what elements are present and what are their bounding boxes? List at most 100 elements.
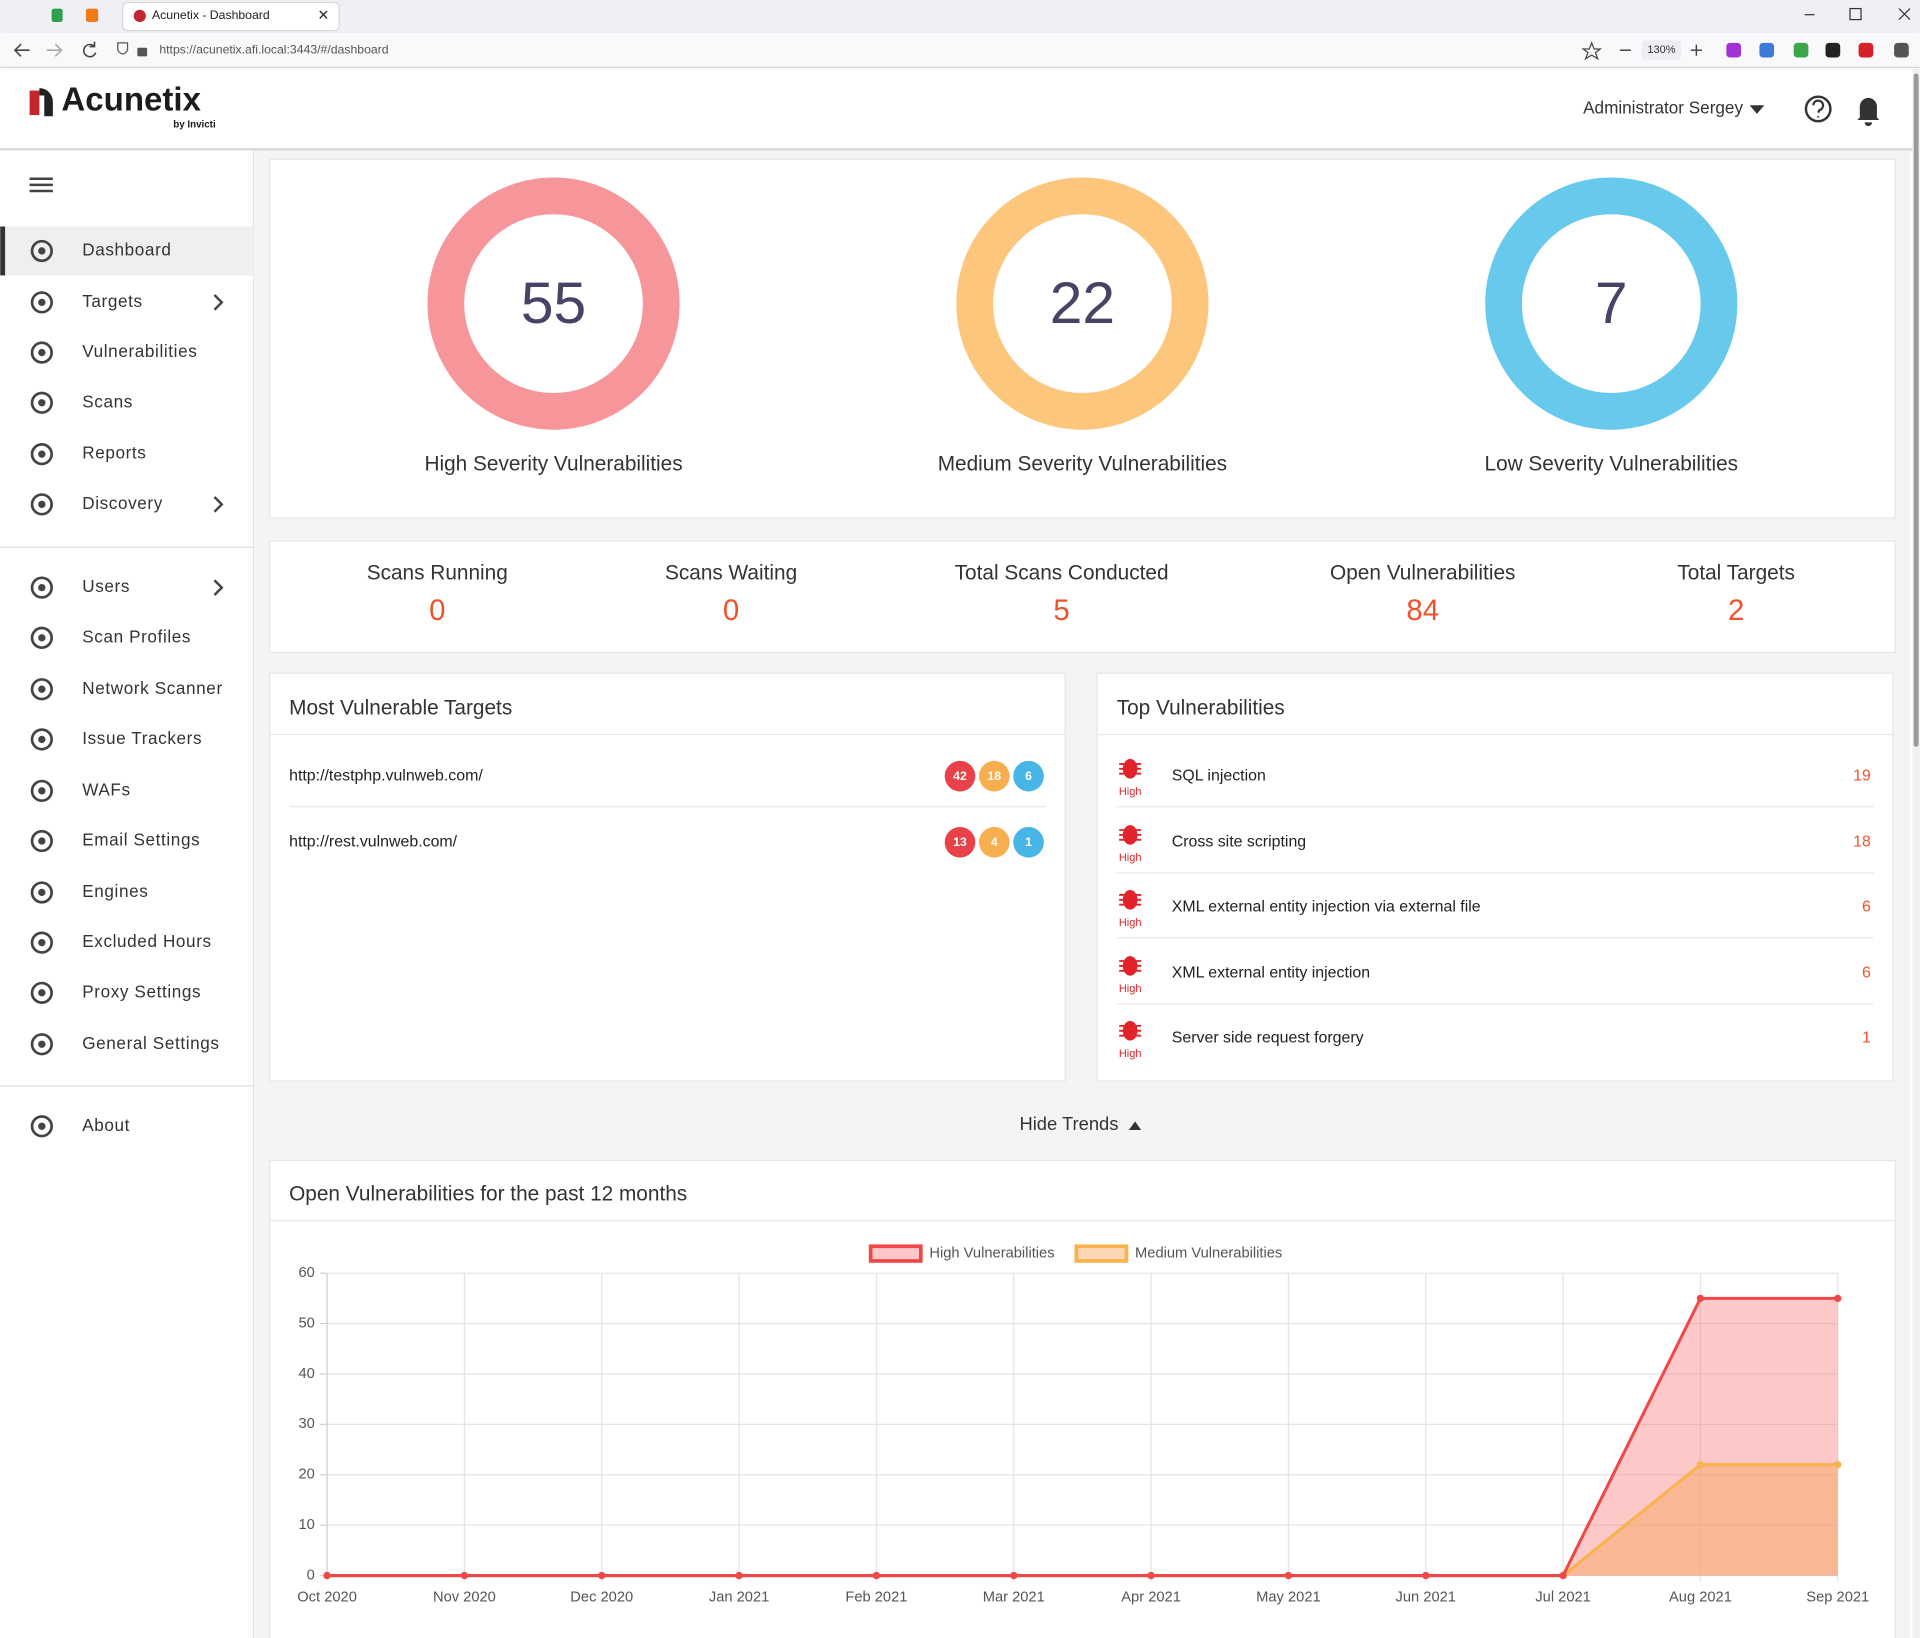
y-tick-label: 10 (298, 1517, 314, 1533)
browser-tab (122, 1, 340, 32)
zoom-level[interactable]: 130% (1647, 44, 1675, 56)
severity-label: Medium Severity Vulnerabilities (938, 453, 1227, 476)
vulnerability-count: 6 (1862, 964, 1871, 981)
nav-icon (30, 626, 53, 649)
x-tick-label: Nov 2020 (433, 1589, 496, 1605)
x-tick-label: May 2021 (1256, 1589, 1321, 1605)
nav-item[interactable]: Engines (82, 881, 148, 901)
severity-text: High (1119, 852, 1142, 864)
nav-icon (38, 787, 46, 795)
lock-icon (137, 47, 148, 57)
nav-icon (30, 728, 53, 751)
nav-item[interactable]: Discovery (82, 493, 163, 513)
severity-badge-count: 1 (1025, 835, 1032, 849)
nav-item[interactable]: Excluded Hours (82, 931, 211, 951)
nav-icon (38, 735, 46, 744)
nav-icon (38, 450, 46, 458)
target-url[interactable]: http://rest.vulnweb.com/ (289, 833, 458, 850)
tab-close (319, 10, 328, 19)
trends-toggle[interactable]: Hide Trends (1019, 1113, 1118, 1134)
stat-label: Total Targets (1677, 562, 1795, 585)
severity-badge (1013, 760, 1044, 792)
series-point (1834, 1461, 1842, 1469)
nav-icon (38, 348, 46, 357)
vulnerability-name[interactable]: XML external entity injection via extern… (1172, 898, 1481, 915)
nav-item[interactable]: Network Scanner (82, 678, 223, 698)
nav-icon (30, 1115, 53, 1138)
stat-value: 2 (1728, 594, 1744, 627)
app-header (0, 68, 1920, 150)
scrollbar-thumb (1913, 73, 1919, 747)
extension-icon (1726, 42, 1742, 58)
help-button[interactable] (1804, 95, 1832, 123)
nav-icon (30, 576, 53, 599)
nav-item[interactable]: Vulnerabilities (82, 341, 197, 361)
vulnerability-name[interactable]: Cross site scripting (1172, 833, 1306, 850)
nav-item[interactable]: Issue Trackers (82, 728, 202, 748)
nav-item[interactable]: General Settings (82, 1033, 219, 1053)
series-point (872, 1571, 881, 1580)
legend-swatch (868, 1244, 923, 1263)
vulnerability-name[interactable]: SQL injection (1172, 767, 1266, 784)
card (268, 540, 1896, 654)
tab-title[interactable]: Acunetix - Dashboard (152, 8, 270, 22)
severity-ring (956, 177, 1209, 430)
nav-icon (38, 298, 46, 307)
vulnerability-name[interactable]: Server side request forgery (1172, 1029, 1364, 1046)
user-menu-caret[interactable] (1749, 105, 1765, 114)
tab-favicon (133, 9, 146, 23)
nav-item[interactable]: Users (82, 576, 130, 596)
nav-icon (30, 678, 53, 701)
legend-label[interactable]: High Vulnerabilities (929, 1245, 1054, 1261)
card (268, 1159, 1896, 1638)
nav-item[interactable]: Dashboard (82, 239, 171, 259)
nav-item[interactable]: Proxy Settings (82, 981, 201, 1001)
severity-badge-count: 6 (1025, 769, 1032, 783)
legend-label[interactable]: Medium Vulnerabilities (1135, 1245, 1282, 1261)
nav-item[interactable]: Targets (82, 291, 142, 311)
target-url[interactable]: http://testphp.vulnweb.com/ (289, 767, 483, 784)
severity-ring (427, 177, 680, 430)
address-url[interactable]: https://acunetix.afi.local:3443/#/dashbo… (159, 42, 388, 56)
severity-badge-count: 42 (953, 769, 967, 783)
x-tick-label: Oct 2020 (297, 1589, 357, 1605)
window-maximize (1849, 7, 1862, 21)
chart-title: Open Vulnerabilities for the past 12 mon… (289, 1182, 687, 1205)
x-tick-label: Dec 2020 (570, 1589, 633, 1605)
vulnerability-name[interactable]: XML external entity injection (1172, 964, 1370, 981)
x-tick-label: Jun 2021 (1396, 1589, 1456, 1605)
severity-text: High (1119, 786, 1142, 798)
nav-icon (38, 938, 46, 947)
stat-value: 5 (1053, 594, 1069, 627)
extension-icon (1759, 42, 1775, 58)
vulnerability-count: 18 (1853, 833, 1871, 850)
extension-icon (1793, 42, 1809, 58)
bookmark-star[interactable] (1581, 41, 1603, 61)
logo-mark (39, 88, 53, 117)
series-point (1834, 1294, 1842, 1303)
series-point (1284, 1571, 1293, 1580)
severity-count: 7 (1595, 271, 1628, 336)
trends-toggle-caret[interactable] (1128, 1121, 1142, 1130)
forward-button[interactable] (46, 43, 63, 57)
card (268, 158, 1896, 519)
stat-value: 84 (1406, 594, 1439, 627)
series-point (1559, 1571, 1567, 1580)
user-menu[interactable]: Administrator Sergey (1583, 97, 1743, 117)
nav-item[interactable]: WAFs (82, 779, 130, 799)
series-point (1147, 1571, 1155, 1580)
nav-item[interactable]: Email Settings (82, 830, 200, 850)
reload-button[interactable] (83, 41, 97, 58)
x-tick-label: Feb 2021 (845, 1589, 907, 1605)
notifications-button[interactable] (1857, 97, 1880, 127)
x-tick-label: Aug 2021 (1669, 1589, 1732, 1605)
back-button[interactable] (13, 43, 30, 57)
nav-icon (38, 500, 46, 509)
nav-item[interactable]: Reports (82, 443, 146, 463)
nav-icon (30, 291, 53, 314)
vulnerability-count: 19 (1853, 767, 1871, 784)
y-tick-label: 60 (298, 1265, 314, 1281)
nav-item[interactable]: Scan Profiles (82, 626, 191, 646)
nav-item[interactable]: Scans (82, 391, 133, 411)
nav-item[interactable]: About (82, 1115, 130, 1135)
